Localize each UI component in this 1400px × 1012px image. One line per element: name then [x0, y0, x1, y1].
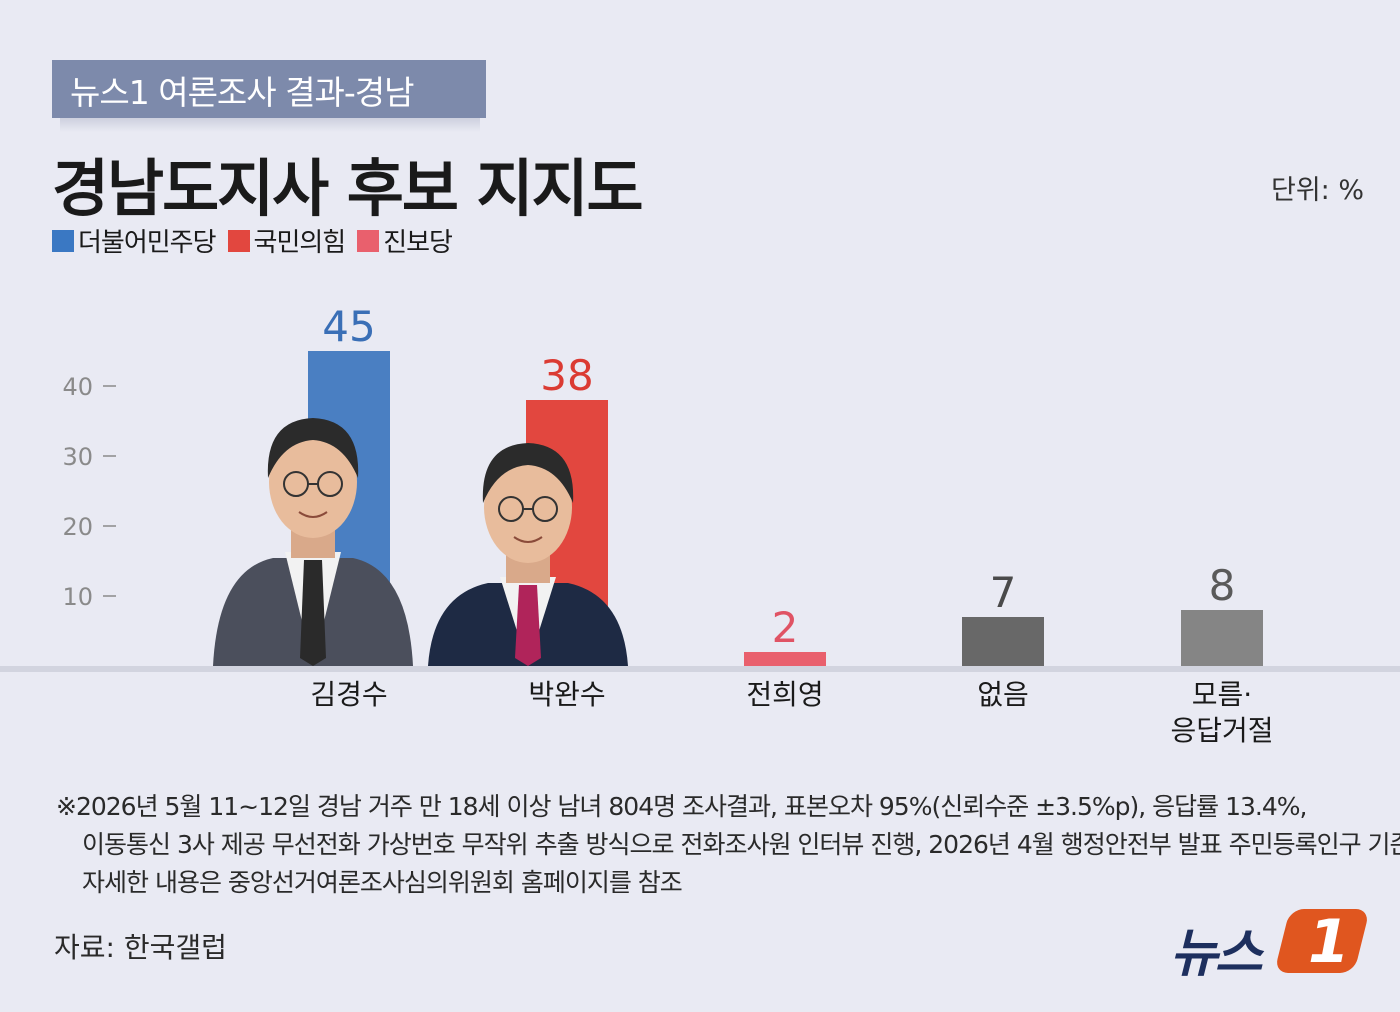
survey-note-line-2: 이동통신 3사 제공 무선전화 가상번호 무작위 추출 방식으로 전화조사원 인… — [82, 830, 1400, 859]
bar — [1181, 610, 1263, 666]
y-tick-label: 20 — [62, 513, 93, 541]
legend-item-democratic: 더불어민주당 — [52, 222, 217, 259]
y-tick-label: 30 — [62, 443, 93, 471]
category-label: 전희영 — [746, 678, 823, 711]
y-tick-label: 10 — [62, 583, 93, 611]
news1-logo: 뉴스 1 — [1170, 905, 1370, 984]
legend-item-progressive: 진보당 — [357, 222, 453, 259]
category-label: 김경수 — [310, 678, 387, 711]
survey-note-line-3: 자세한 내용은 중앙선거여론조사심의위원회 홈페이지를 참조 — [82, 868, 683, 897]
bar — [744, 652, 826, 666]
legend-swatch-ppp — [227, 229, 250, 252]
header-shadow — [60, 118, 480, 132]
unit-label: 단위: % — [1270, 175, 1364, 206]
survey-note: ※2026년 5월 11~12일 경남 거주 만 18세 이상 남녀 804명 … — [56, 788, 1400, 902]
survey-note-line-1: ※2026년 5월 11~12일 경남 거주 만 18세 이상 남녀 804명 … — [56, 792, 1307, 821]
category-label: 모름· — [1192, 678, 1252, 711]
baseline — [0, 666, 1400, 672]
legend-item-ppp: 국민의힘 — [227, 222, 347, 259]
data-label: 38 — [540, 351, 593, 400]
legend-label-democratic: 더불어민주당 — [78, 228, 217, 258]
y-tick-label: 40 — [62, 373, 93, 401]
data-label: 8 — [1209, 561, 1236, 610]
data-label: 7 — [990, 568, 1017, 617]
source-label: 자료: 한국갤럽 — [54, 931, 227, 964]
bar-chart: 10 20 30 40 45 김경수 38 박완수 2 전희영 7 없음 8 모름·응답거절 — [0, 302, 1400, 747]
header-tag-box — [52, 60, 486, 118]
legend: 더불어민주당 국민의힘 진보당 — [52, 222, 453, 259]
data-label: 45 — [322, 302, 375, 351]
logo-badge-number: 1 — [1308, 907, 1350, 977]
data-label: 2 — [772, 603, 799, 652]
chart-title: 경남도지사 후보 지지도 — [52, 152, 644, 225]
category-label: 박완수 — [528, 678, 605, 711]
candidate-photo-park — [428, 443, 628, 666]
logo-text: 뉴스 — [1170, 924, 1263, 984]
category-label: 응답거절 — [1170, 714, 1273, 747]
legend-label-ppp: 국민의힘 — [253, 228, 347, 258]
candidate-photo-kim — [213, 418, 413, 666]
legend-label-progressive: 진보당 — [383, 228, 453, 258]
legend-swatch-progressive — [357, 229, 380, 252]
header-tag: 뉴스1 여론조사 결과-경남 — [70, 73, 414, 112]
category-label: 없음 — [977, 678, 1029, 711]
bar — [962, 617, 1044, 666]
legend-swatch-democratic — [52, 229, 74, 252]
